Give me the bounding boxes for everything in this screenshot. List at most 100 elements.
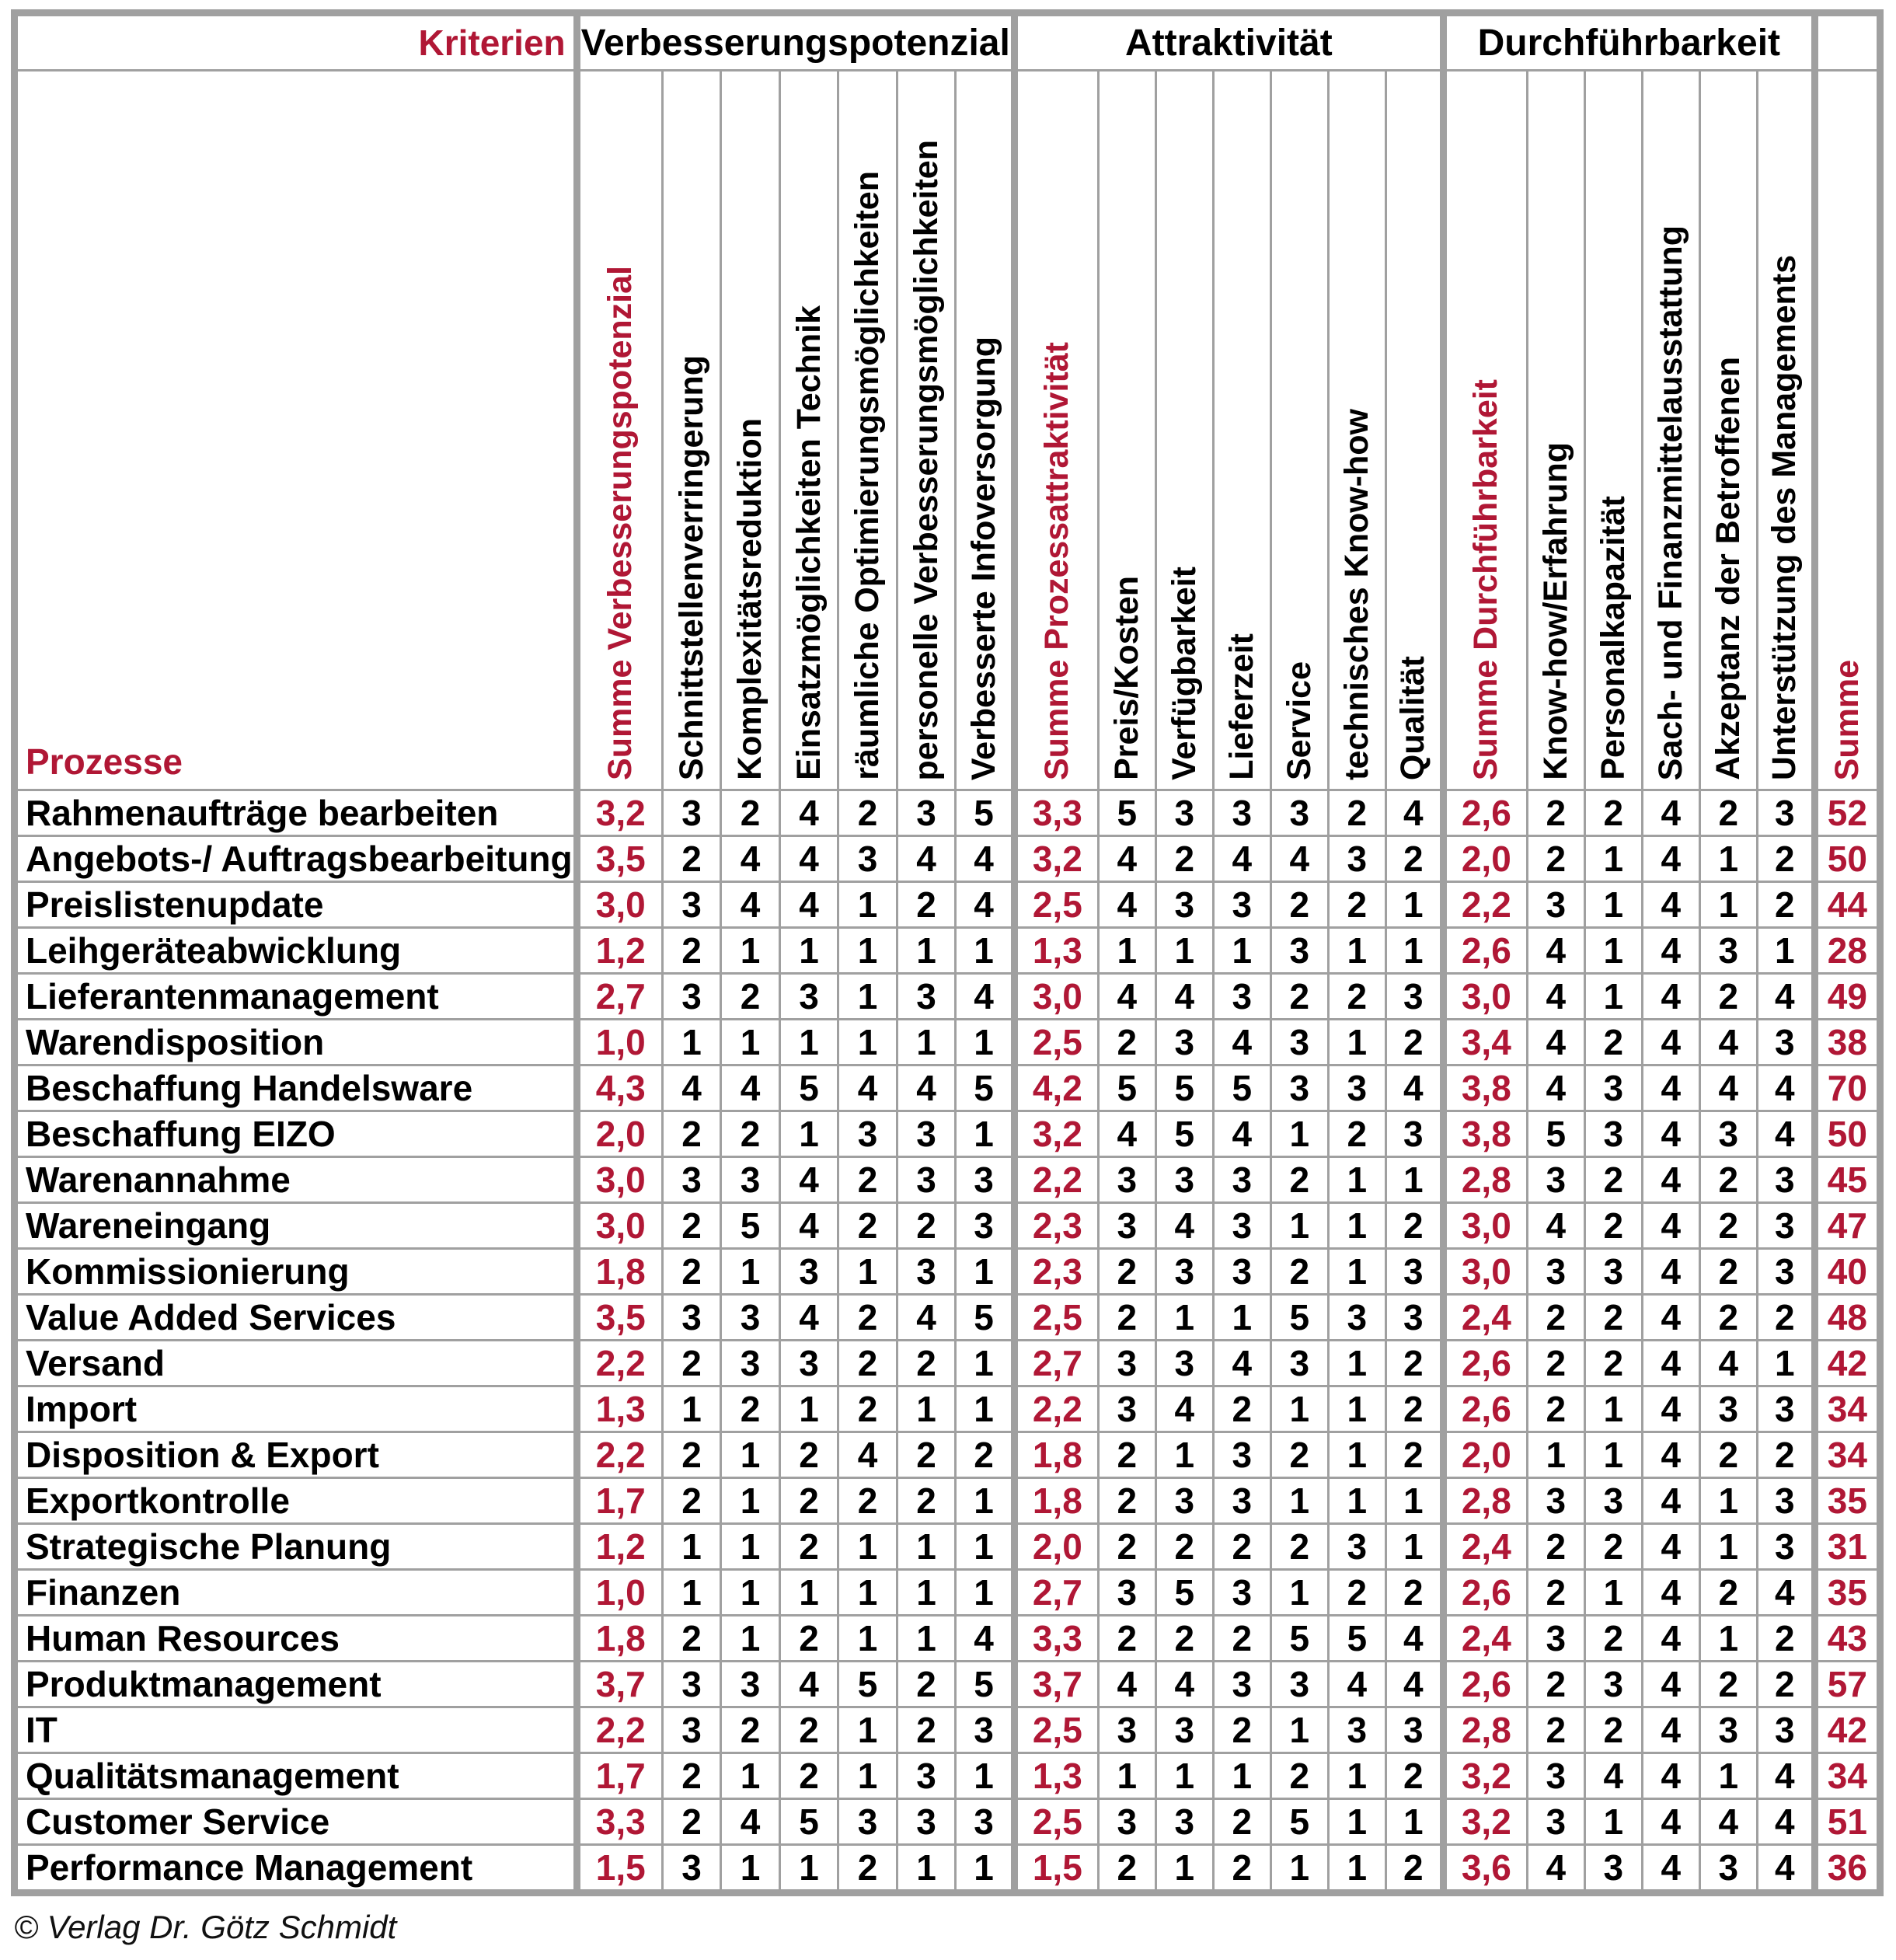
vp-score-cell: 2 <box>778 1614 840 1662</box>
vp-score-cell: 2 <box>837 789 898 837</box>
att-sum-cell: 2,2 <box>1010 1156 1100 1204</box>
vp-score-cell: 1 <box>837 926 898 975</box>
att-score-cell: 2 <box>1211 1614 1272 1662</box>
table-row: Warendisposition 1,0 1 1 1 1 1 1 2,5 2 3 4 3 1 2 3,4 4 2 4… <box>13 1018 1881 1066</box>
df-sum-cell: 3,8 <box>1439 1110 1528 1158</box>
rotated-criterion-header-g3-c3: Sach- und Finanzmittelausstattung <box>1640 69 1701 791</box>
att-score-cell: 3 <box>1326 1706 1387 1754</box>
vp-score-cell: 2 <box>720 1706 781 1754</box>
matrix-body: Rahmenaufträge bearbeiten 3,2 3 2 4 2 3 5 3,3 5 3 3… <box>13 789 1881 1894</box>
att-score-cell: 5 <box>1154 1110 1215 1158</box>
att-score-cell: 3 <box>1326 1064 1387 1112</box>
vp-score-cell: 2 <box>837 1293 898 1341</box>
df-score-cell: 4 <box>1525 1064 1586 1112</box>
rotated-sum-header-group1: Summe Verbesserungspotenzial <box>573 69 664 791</box>
process-name-cell: Warendisposition <box>13 1018 578 1066</box>
rotated-criterion-header-g3-c2-label: Personalkapazität <box>1594 496 1632 780</box>
vp-score-cell: 1 <box>895 926 957 975</box>
vp-score-cell: 1 <box>895 1522 957 1571</box>
table-row: Human Resources 1,8 2 1 2 1 1 4 3,3 2 2 2 5 5 4 2,4 3 2 4 1… <box>13 1614 1881 1662</box>
df-score-cell: 4 <box>1640 835 1701 883</box>
df-score-cell: 4 <box>1640 1064 1701 1112</box>
vp-score-cell: 2 <box>660 1477 723 1525</box>
df-score-cell: 4 <box>1640 1247 1701 1296</box>
df-score-cell: 3 <box>1698 1110 1758 1158</box>
vp-score-cell: 4 <box>954 1614 1016 1662</box>
att-score-cell: 4 <box>1384 1614 1445 1662</box>
df-score-cell: 1 <box>1583 835 1643 883</box>
process-name-cell: Warenannahme <box>13 1156 578 1204</box>
df-score-cell: 4 <box>1640 1522 1701 1571</box>
vp-score-cell: 1 <box>954 1385 1016 1433</box>
process-name-cell: Versand <box>13 1339 578 1387</box>
att-sum-cell: 1,3 <box>1010 1752 1100 1800</box>
df-score-cell: 3 <box>1583 1660 1643 1708</box>
vp-score-cell: 3 <box>660 972 723 1020</box>
vp-score-cell: 2 <box>660 1614 723 1662</box>
table-row: Performance Management 1,5 3 1 1 2 1 1 1,5 2 1 2 1 1 2… <box>13 1843 1881 1894</box>
df-score-cell: 3 <box>1583 1477 1643 1525</box>
df-score-cell: 5 <box>1525 1110 1586 1158</box>
att-score-cell: 3 <box>1211 789 1272 837</box>
att-sum-cell: 2,7 <box>1010 1568 1100 1616</box>
df-score-cell: 2 <box>1525 789 1586 837</box>
rotated-criterion-header-g1-c1: Schnittstellenverringerung <box>660 69 723 791</box>
df-score-cell: 1 <box>1583 1385 1643 1433</box>
df-score-cell: 1 <box>1698 835 1758 883</box>
df-score-cell: 4 <box>1640 789 1701 837</box>
df-score-cell: 3 <box>1583 1843 1643 1894</box>
df-score-cell: 4 <box>1640 1660 1701 1708</box>
total-sum-cell: 45 <box>1811 1156 1881 1204</box>
vp-score-cell: 3 <box>778 972 840 1020</box>
vp-sum-cell: 3,7 <box>573 1660 664 1708</box>
vp-score-cell: 3 <box>720 1156 781 1204</box>
df-sum-cell: 2,8 <box>1439 1477 1528 1525</box>
vp-score-cell: 2 <box>660 1339 723 1387</box>
total-sum-cell: 52 <box>1811 789 1881 837</box>
att-score-cell: 1 <box>1384 881 1445 929</box>
df-score-cell: 2 <box>1583 1614 1643 1662</box>
att-score-cell: 3 <box>1211 881 1272 929</box>
att-score-cell: 3 <box>1269 789 1330 837</box>
df-score-cell: 3 <box>1583 1247 1643 1296</box>
att-score-cell: 1 <box>1384 1798 1445 1846</box>
vp-score-cell: 2 <box>778 1477 840 1525</box>
table-row: Versand 2,2 2 3 3 2 2 1 2,7 3 3 4 3 1 2 2,6 2 2 4 4 1 42 <box>13 1339 1881 1387</box>
vp-score-cell: 4 <box>778 835 840 883</box>
att-score-cell: 1 <box>1326 926 1387 975</box>
vp-score-cell: 2 <box>837 1339 898 1387</box>
rotated-criterion-header-g1-c5: personelle Verbesserungsmöglichkeiten <box>895 69 957 791</box>
att-score-cell: 1 <box>1326 1018 1387 1066</box>
vp-score-cell: 4 <box>778 1660 840 1708</box>
att-score-cell: 2 <box>1154 1614 1215 1662</box>
rotated-criterion-header-g1-c3-label: Einsatzmöglichkeiten Technik <box>789 305 828 780</box>
rotated-sum-header-group2-label: Summe Prozessattraktivität <box>1038 342 1076 780</box>
rotated-sum-header-group3: Summe Durchführbarkeit <box>1439 69 1528 791</box>
att-sum-cell: 1,8 <box>1010 1477 1100 1525</box>
vp-score-cell: 4 <box>837 1431 898 1479</box>
total-sum-cell: 44 <box>1811 881 1881 929</box>
att-score-cell: 1 <box>1384 926 1445 975</box>
vp-score-cell: 3 <box>954 1156 1016 1204</box>
df-sum-cell: 3,6 <box>1439 1843 1528 1894</box>
df-score-cell: 4 <box>1640 1706 1701 1754</box>
att-score-cell: 3 <box>1211 1431 1272 1479</box>
rotated-total-header: Summe <box>1811 69 1881 791</box>
df-sum-cell: 2,6 <box>1439 1339 1528 1387</box>
rotated-total-header-label: Summe <box>1828 659 1866 780</box>
att-score-cell: 3 <box>1154 1477 1215 1525</box>
att-score-cell: 2 <box>1384 1339 1445 1387</box>
df-score-cell: 3 <box>1525 1614 1586 1662</box>
total-sum-cell: 34 <box>1811 1752 1881 1800</box>
df-score-cell: 2 <box>1755 1293 1816 1341</box>
rotated-criterion-header-g1-c2-label: Komplexitätsreduktion <box>731 418 769 780</box>
df-score-cell: 1 <box>1583 1568 1643 1616</box>
vp-score-cell: 2 <box>837 1477 898 1525</box>
df-score-cell: 3 <box>1755 1247 1816 1296</box>
att-score-cell: 1 <box>1211 1752 1272 1800</box>
att-sum-cell: 1,3 <box>1010 926 1100 975</box>
att-score-cell: 1 <box>1326 1477 1387 1525</box>
df-score-cell: 4 <box>1640 1843 1701 1894</box>
att-score-cell: 1 <box>1384 1522 1445 1571</box>
vp-score-cell: 1 <box>954 1568 1016 1616</box>
